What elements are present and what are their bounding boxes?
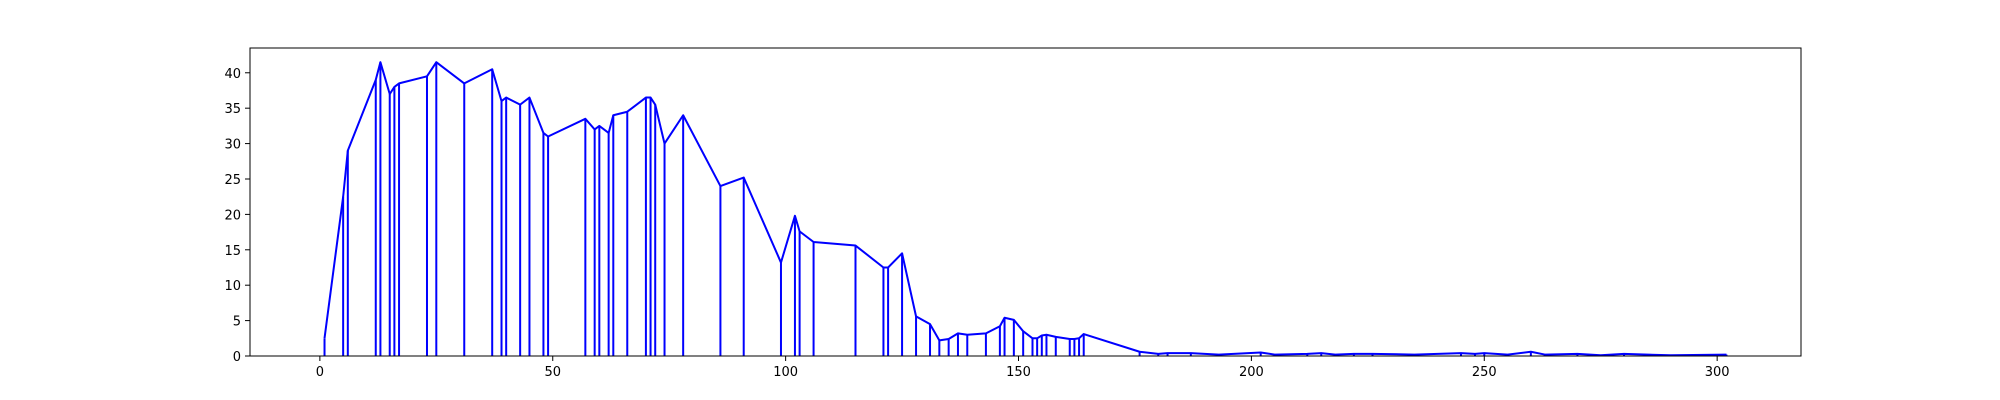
y-tick-label: 5 [233, 315, 241, 330]
y-tick-label: 10 [224, 279, 241, 294]
y-tick-label: 25 [224, 173, 241, 188]
x-tick-label: 0 [316, 365, 324, 380]
y-tick-label: 0 [233, 350, 241, 365]
y-tick-label: 30 [224, 138, 241, 153]
x-tick-label: 300 [1705, 365, 1730, 380]
x-tick-label: 100 [773, 365, 798, 380]
y-tick-label: 15 [224, 244, 241, 259]
series-line [323, 61, 1727, 357]
x-tick-label: 150 [1006, 365, 1031, 380]
y-axis: 0 5 10 15 20 25 30 35 40 [224, 67, 250, 365]
x-tick-label: 50 [544, 365, 561, 380]
data-line-layer [323, 61, 1727, 357]
data-stems [323, 62, 1728, 356]
x-tick-label: 250 [1472, 365, 1497, 380]
y-tick-label: 40 [224, 67, 241, 82]
x-tick-label: 200 [1239, 365, 1264, 380]
y-tick-label: 35 [224, 102, 241, 117]
x-axis: 0 50 100 150 200 250 300 [316, 356, 1730, 380]
y-tick-label: 20 [224, 208, 241, 223]
plot-area-frame [249, 47, 1802, 357]
